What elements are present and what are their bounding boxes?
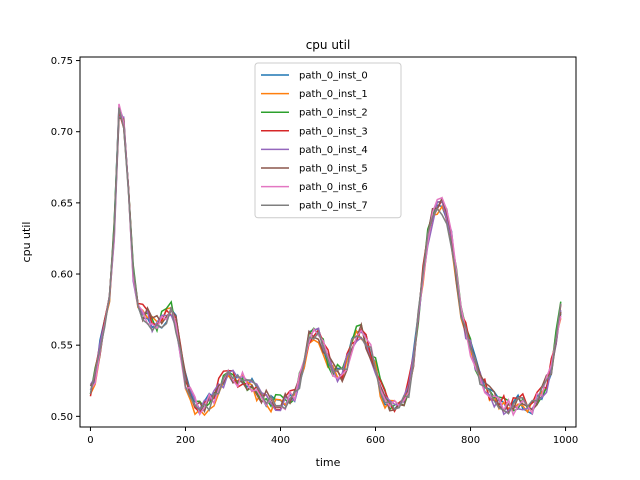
y-tick-label: 0.60 — [51, 270, 73, 281]
legend-box — [254, 62, 402, 219]
legend-label: path_0_inst_1 — [299, 89, 368, 100]
y-axis-label: cpu util — [20, 222, 33, 263]
legend-label: path_0_inst_6 — [299, 182, 368, 193]
legend-label: path_0_inst_5 — [299, 164, 368, 175]
x-tick-label: 0 — [87, 435, 93, 446]
y-tick-label: 0.50 — [51, 412, 73, 423]
legend: path_0_inst_0 path_0_inst_1 path_0_inst_2p… — [254, 62, 402, 219]
chart-title: cpu util — [306, 38, 351, 52]
x-axis-label: time — [316, 456, 341, 469]
legend-label: path_0_inst_2 — [299, 108, 368, 119]
y-tick-label: 0.70 — [51, 127, 73, 138]
x-tick-label: 1000 — [553, 435, 578, 446]
series-layer — [89, 103, 562, 417]
y-tick-label: 0.75 — [51, 56, 73, 67]
x-axis: 0 200 400 600 800 1000 — [87, 427, 578, 446]
y-tick-label: 0.55 — [51, 341, 73, 352]
legend-label: path_0_inst_4 — [299, 145, 368, 156]
legend-label: path_0_inst_0 — [299, 71, 368, 82]
y-tick-label: 0.65 — [51, 198, 73, 209]
x-tick-label: 800 — [461, 435, 480, 446]
series-line-path_0_inst_7 — [89, 107, 562, 415]
x-tick-label: 600 — [366, 435, 385, 446]
legend-label: path_0_inst_7 — [299, 201, 368, 212]
x-tick-label: 400 — [271, 435, 290, 446]
x-tick-label: 200 — [176, 435, 195, 446]
y-axis: 0.50 0.55 0.60 0.65 0.70 0.75 — [51, 56, 80, 423]
plot-frame — [79, 56, 577, 428]
legend-label: path_0_inst_3 — [299, 126, 368, 137]
